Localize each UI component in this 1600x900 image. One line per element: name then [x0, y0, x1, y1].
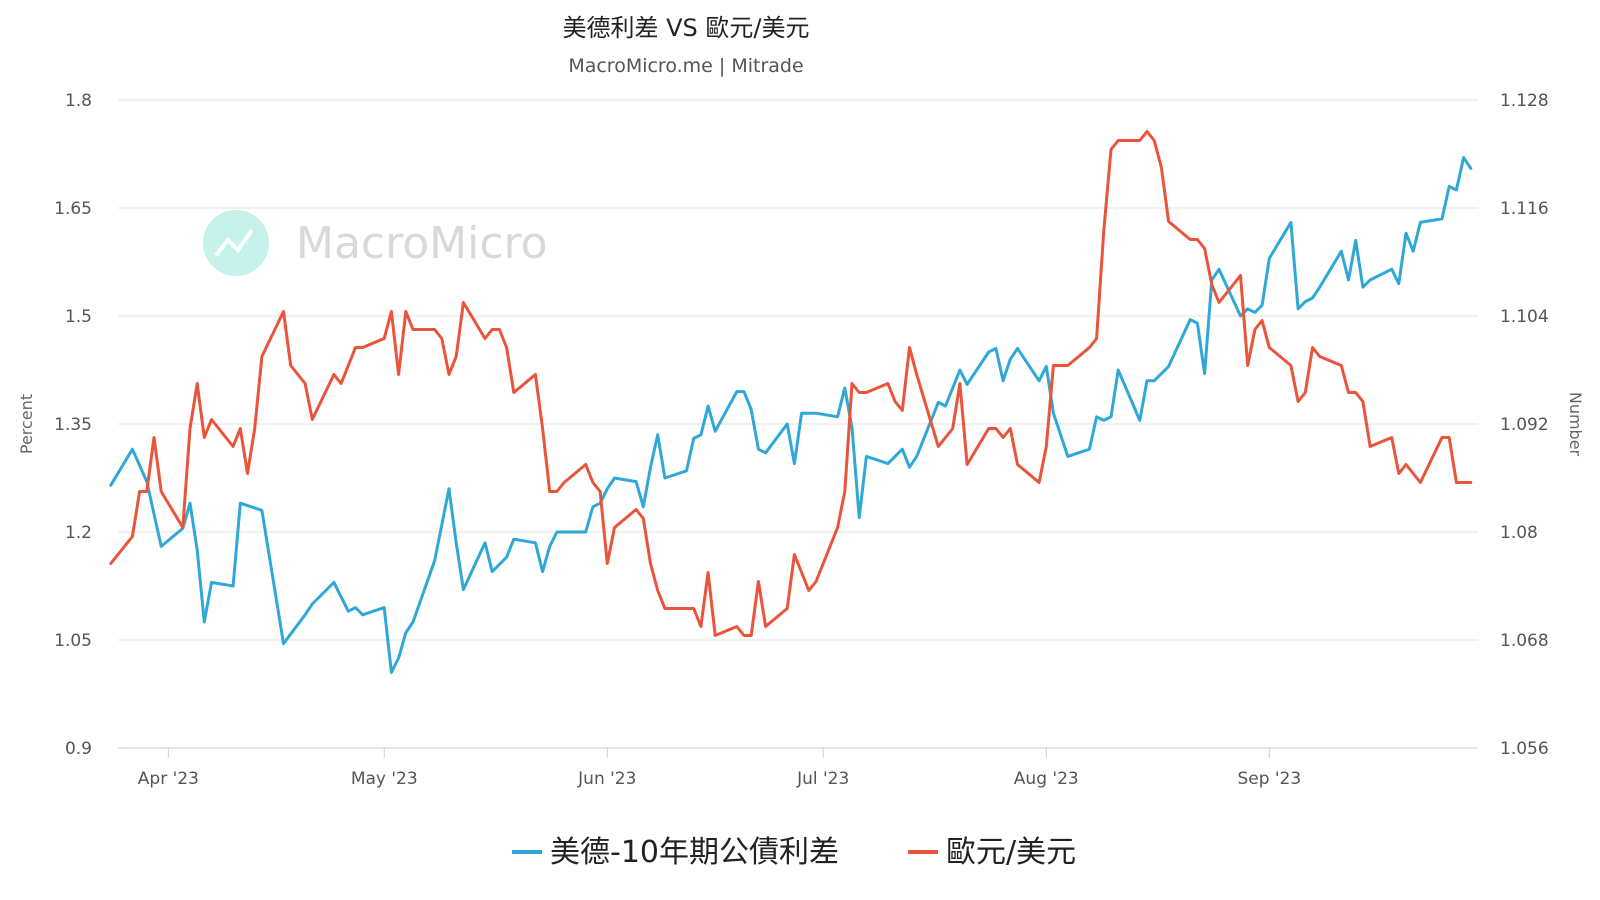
right-y-tick-label: 1.116 — [1500, 199, 1549, 219]
left-y-tick-label: 1.8 — [65, 91, 92, 111]
left-y-tick-label: 1.05 — [54, 631, 92, 651]
right-y-axis: 1.128 1.116 1.104 1.092 1.08 1.068 1.056 — [1500, 91, 1549, 759]
series-line-0 — [109, 156, 1473, 674]
watermark-logo-mark-icon — [214, 228, 254, 257]
x-tick-label: Jul '23 — [796, 769, 849, 789]
x-axis: Apr '23 May '23 Jun '23 Jul '23 Aug '23 Sep '… — [138, 748, 1301, 789]
right-y-tick-label: 1.092 — [1500, 415, 1549, 435]
grid-lines — [118, 99, 1478, 749]
watermark-logo-icon — [203, 210, 269, 276]
right-y-tick-label: 1.104 — [1500, 307, 1549, 327]
x-tick-label: Sep '23 — [1237, 769, 1301, 789]
left-y-tick-label: 1.35 — [54, 415, 92, 435]
chart-subtitle: MacroMicro.me | Mitrade — [568, 55, 803, 77]
x-tick-label: Apr '23 — [138, 769, 199, 789]
x-tick-label: May '23 — [351, 769, 418, 789]
series-line-1 — [109, 130, 1473, 637]
legend-label-eurusd: 歐元/美元 — [946, 835, 1076, 870]
left-y-tick-label: 1.65 — [54, 199, 92, 219]
left-y-axis: 1.8 1.65 1.5 1.35 1.2 1.05 0.9 — [54, 91, 92, 759]
left-y-tick-label: 0.9 — [65, 739, 92, 759]
right-y-tick-label: 1.068 — [1500, 631, 1549, 651]
legend: 美德-10年期公債利差 歐元/美元 — [512, 835, 1076, 870]
series-layer — [109, 130, 1473, 674]
chart-title: 美德利差 VS 歐元/美元 — [563, 14, 810, 42]
watermark-text: MacroMicro — [296, 218, 548, 269]
right-y-tick-label: 1.08 — [1500, 523, 1538, 543]
right-y-tick-label: 1.128 — [1500, 91, 1549, 111]
x-tick-label: Aug '23 — [1014, 769, 1079, 789]
left-y-tick-label: 1.5 — [65, 307, 92, 327]
right-y-axis-title: Number — [1566, 392, 1585, 457]
left-y-tick-label: 1.2 — [65, 523, 92, 543]
watermark: MacroMicro — [203, 210, 548, 276]
right-y-tick-label: 1.056 — [1500, 739, 1549, 759]
legend-label-spread: 美德-10年期公債利差 — [550, 835, 839, 870]
x-tick-label: Jun '23 — [577, 769, 636, 789]
left-y-axis-title: Percent — [17, 394, 36, 454]
